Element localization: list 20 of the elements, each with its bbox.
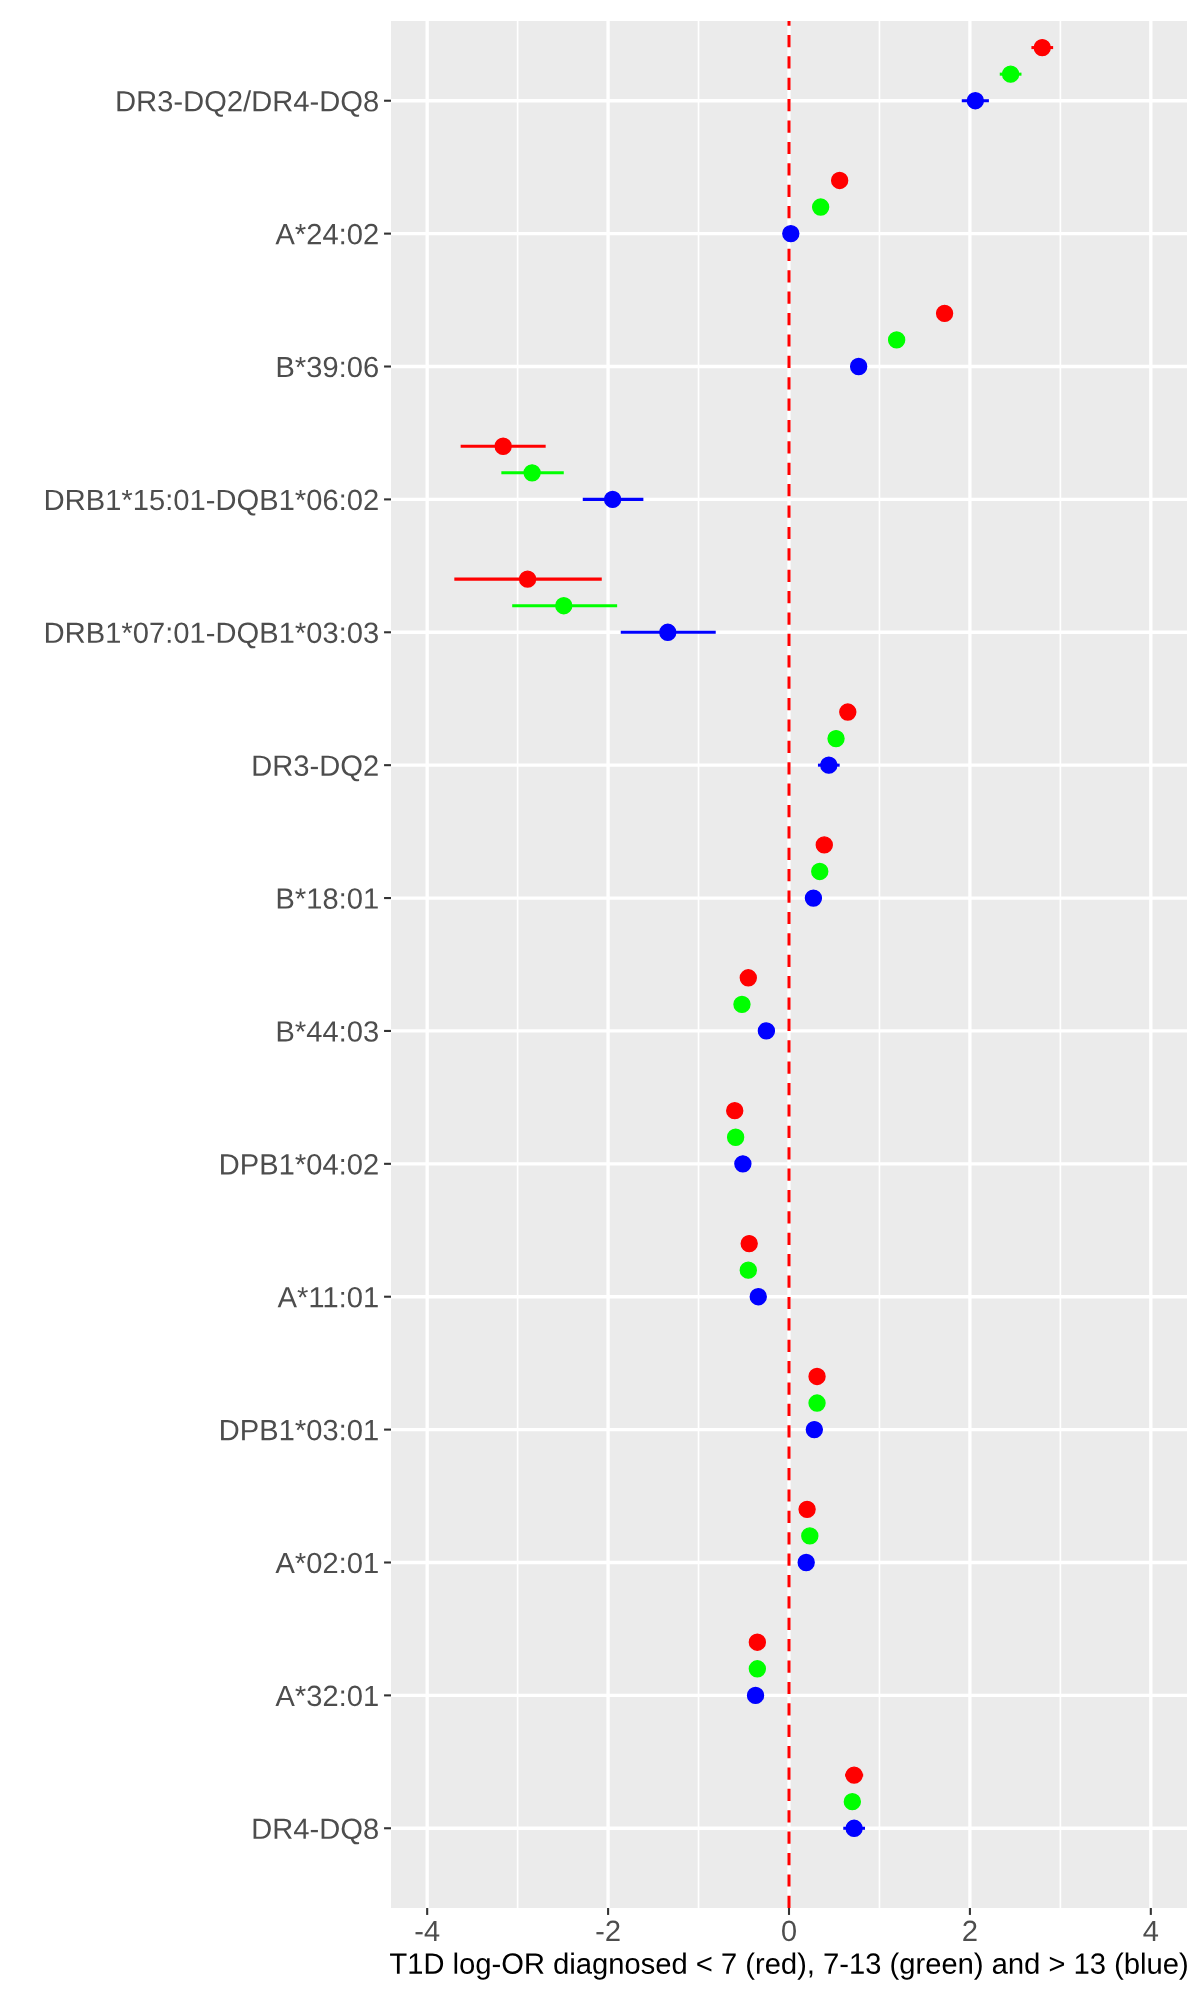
y-tick-label: DRB1*15:01-DQB1*06:02 <box>45 489 378 516</box>
x-tick-label: -4 <box>415 1920 440 1941</box>
x-tick-label: 0 <box>782 1920 796 1942</box>
y-tick-label: B*18:01 <box>277 888 378 909</box>
y-tick-label: DRB1*07:01-DQB1*03:03 <box>45 622 378 649</box>
x-tick-label: 2 <box>963 1920 977 1941</box>
y-tick-label: DPB1*04:02 <box>221 1154 378 1175</box>
x-tick-label: 4 <box>1143 1920 1159 1941</box>
y-tick-label: A*24:02 <box>275 223 378 245</box>
x-tick-label: -2 <box>596 1920 620 1941</box>
y-tick-label: DR3-DQ2/DR4-DQ8 <box>117 90 378 117</box>
x-axis-title: T1D log-OR diagnosed < 7 (red), 7-13 (green) and > 13 (blue) <box>390 1952 1187 1980</box>
y-tick-label: B*39:06 <box>277 356 378 378</box>
y-tick-label: B*44:03 <box>277 1021 378 1042</box>
y-tick-label: A*02:01 <box>275 1552 378 1574</box>
y-tick-label: DR4-DQ8 <box>253 1818 378 1845</box>
y-tick-label: DPB1*03:01 <box>221 1419 378 1441</box>
y-tick-label: A*11:01 <box>277 1286 378 1308</box>
y-tick-label: A*32:01 <box>275 1685 378 1707</box>
y-tick-label: DR3-DQ2 <box>253 755 378 782</box>
